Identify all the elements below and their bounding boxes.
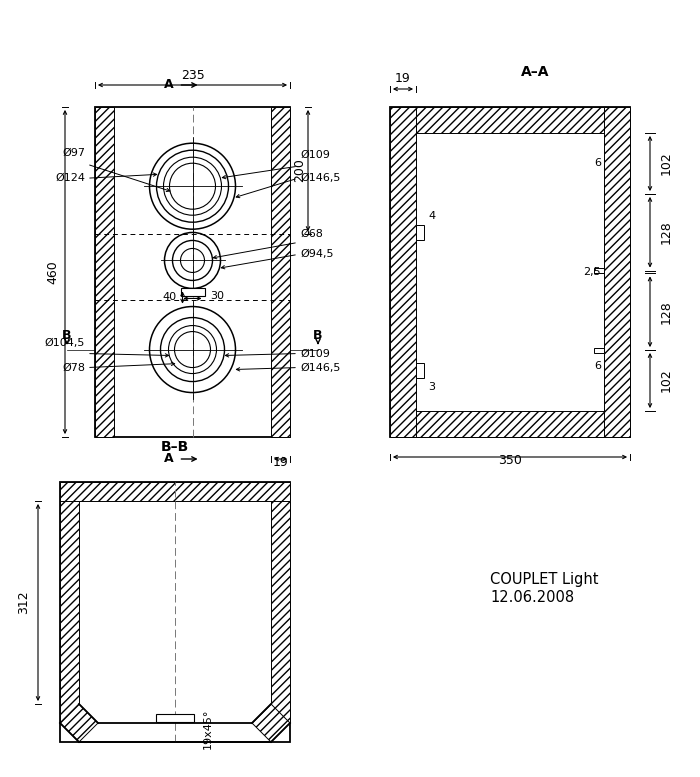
Text: Ø146,5: Ø146,5 <box>300 173 340 183</box>
Text: A–A: A–A <box>521 65 550 79</box>
Text: 200: 200 <box>293 159 307 183</box>
Text: Ø109: Ø109 <box>300 150 330 160</box>
Bar <box>390 411 630 437</box>
Text: 19: 19 <box>395 72 411 85</box>
Text: Ø104,5: Ø104,5 <box>45 337 85 347</box>
Bar <box>156 714 194 722</box>
Text: Ø68: Ø68 <box>300 228 323 239</box>
Text: 460: 460 <box>46 260 60 284</box>
Text: 312: 312 <box>18 591 31 615</box>
Text: 2,5: 2,5 <box>583 267 601 277</box>
Text: 12.06.2008: 12.06.2008 <box>490 590 574 605</box>
Text: Ø78: Ø78 <box>62 363 85 372</box>
Text: A: A <box>164 78 174 92</box>
Text: Ø94,5: Ø94,5 <box>300 249 333 260</box>
Text: 350: 350 <box>498 454 522 467</box>
Bar <box>390 107 630 437</box>
Text: 40: 40 <box>162 292 176 302</box>
Text: Ø146,5: Ø146,5 <box>300 363 340 372</box>
Text: 30: 30 <box>211 291 225 301</box>
Bar <box>594 268 604 273</box>
Text: A: A <box>164 452 174 465</box>
Text: 3: 3 <box>428 382 435 392</box>
Text: 102: 102 <box>660 368 673 392</box>
Text: 102: 102 <box>660 152 673 176</box>
Bar <box>95 107 290 437</box>
Bar <box>60 482 290 742</box>
Text: 128: 128 <box>660 300 673 324</box>
Bar <box>271 501 290 723</box>
Text: Ø97: Ø97 <box>62 148 85 159</box>
Text: B: B <box>314 329 323 342</box>
Text: 6: 6 <box>594 361 601 371</box>
Bar <box>604 107 630 437</box>
Text: B–B: B–B <box>161 440 189 454</box>
Text: COUPLET Light: COUPLET Light <box>490 572 598 587</box>
Text: 19x45°: 19x45° <box>203 709 213 749</box>
Text: Ø109: Ø109 <box>300 349 330 358</box>
Text: 4: 4 <box>428 211 435 221</box>
Bar <box>594 347 604 353</box>
Bar <box>390 107 416 437</box>
Text: 19: 19 <box>272 456 288 469</box>
Polygon shape <box>252 704 290 742</box>
Bar <box>416 363 424 378</box>
Text: Ø124: Ø124 <box>55 173 85 183</box>
Text: B: B <box>62 329 71 342</box>
Bar <box>60 482 290 501</box>
Text: 128: 128 <box>660 221 673 244</box>
Bar <box>271 107 290 437</box>
Bar <box>60 501 79 723</box>
Bar <box>390 107 630 133</box>
Bar <box>181 288 204 297</box>
Bar <box>416 225 424 240</box>
Bar <box>95 107 114 437</box>
Polygon shape <box>60 704 98 742</box>
Text: 235: 235 <box>181 69 204 82</box>
Text: 6: 6 <box>594 159 601 169</box>
